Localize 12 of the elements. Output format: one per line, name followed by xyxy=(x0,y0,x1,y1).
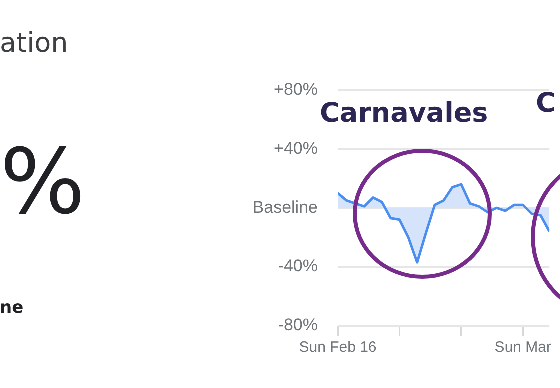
x-tick-label: Sun Mar xyxy=(494,339,552,356)
y-tick-label: +80% xyxy=(274,80,318,99)
text: ation xyxy=(0,28,68,59)
text: ne xyxy=(0,298,24,318)
y-tick-label: +40% xyxy=(274,138,318,158)
y-tick-label: Baseline xyxy=(252,198,318,217)
y-tick-label: -40% xyxy=(278,256,318,276)
annotation: Carnavales xyxy=(320,98,488,129)
x-tick-label: Sun Feb 16 xyxy=(299,339,377,356)
annotation: C xyxy=(536,88,556,119)
text: % xyxy=(0,129,86,237)
y-tick-label: -80% xyxy=(278,316,318,335)
